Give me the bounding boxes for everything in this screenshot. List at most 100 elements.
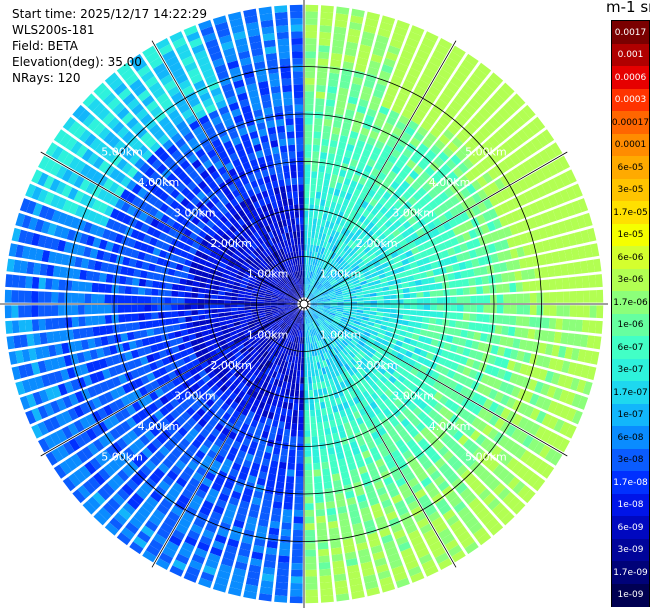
gate-cell — [374, 319, 382, 325]
gate-cell — [393, 256, 401, 263]
gate-cell — [120, 407, 131, 420]
gate-cell — [305, 31, 317, 39]
gate-cell — [317, 388, 323, 396]
gate-cell — [407, 345, 416, 353]
gate-cell — [253, 376, 261, 385]
gate-cell — [422, 182, 432, 193]
gate-cell — [382, 316, 390, 322]
gate-cell — [372, 146, 382, 156]
gate-cell — [503, 249, 512, 261]
gate-cell — [546, 162, 559, 177]
gate-cell — [273, 494, 283, 503]
gate-cell — [284, 276, 290, 283]
gate-cell — [355, 379, 363, 388]
gate-cell — [276, 400, 283, 408]
gate-cell — [251, 293, 259, 297]
gate-cell — [19, 260, 28, 274]
gate-cell — [320, 198, 326, 207]
gate-cell — [327, 287, 334, 292]
gate-cell — [461, 321, 470, 330]
gate-cell — [391, 494, 403, 505]
gate-cell — [273, 221, 279, 230]
gate-cell — [151, 312, 159, 320]
gate-cell — [241, 191, 250, 201]
gate-cell — [131, 183, 143, 195]
gate-cell — [91, 304, 99, 315]
gate-cell — [237, 344, 245, 351]
gate-cell — [396, 314, 404, 320]
gate-cell — [357, 50, 370, 60]
gate-cell — [390, 418, 400, 428]
gate-cell — [332, 120, 342, 129]
gate-cell — [336, 309, 344, 313]
gate-cell — [62, 153, 75, 167]
gate-cell — [266, 479, 276, 488]
gate-cell — [202, 266, 211, 273]
gate-cell — [51, 278, 60, 290]
gate-cell — [529, 202, 540, 215]
gate-cell — [406, 159, 417, 170]
gate-cell — [290, 280, 295, 287]
gate-cell — [379, 393, 389, 402]
gate-cell — [550, 451, 563, 466]
gate-cell — [394, 143, 405, 153]
gate-cell — [462, 313, 470, 321]
gate-cell — [125, 521, 139, 535]
gate-cell — [365, 362, 373, 370]
gate-cell — [91, 410, 102, 423]
gate-cell — [413, 396, 423, 406]
gate-cell — [366, 278, 374, 284]
gate-cell — [79, 178, 91, 192]
gate-cell — [351, 252, 359, 260]
gate-cell — [381, 64, 394, 74]
gate-cell — [511, 133, 524, 147]
gate-cell — [309, 323, 313, 330]
gate-cell — [105, 218, 116, 230]
gate-cell — [228, 183, 237, 193]
gate-cell — [312, 342, 316, 350]
gate-cell — [408, 206, 418, 216]
gate-cell — [143, 346, 152, 355]
gate-cell — [383, 371, 392, 380]
gate-cell — [204, 304, 212, 309]
gate-cell — [435, 282, 443, 290]
gate-cell — [202, 413, 212, 423]
gate-cell — [350, 309, 357, 313]
gate-cell — [382, 350, 391, 358]
gate-cell — [278, 309, 285, 313]
gate-cell — [76, 352, 86, 364]
gate-cell — [37, 234, 47, 248]
gate-cell — [460, 187, 471, 199]
gate-cell — [401, 230, 410, 239]
gate-cell — [13, 259, 22, 273]
gate-cell — [380, 150, 390, 160]
gate-cell — [190, 523, 203, 535]
gate-cell — [251, 311, 259, 315]
gate-cell — [280, 528, 292, 537]
gate-cell — [340, 365, 348, 373]
gate-cell — [556, 305, 564, 317]
gate-cell — [250, 217, 258, 226]
gate-cell — [153, 187, 164, 198]
gate-cell — [330, 269, 337, 276]
gate-cell — [179, 323, 187, 330]
gate-cell — [179, 234, 189, 244]
gate-cell — [443, 297, 451, 304]
gate-cell — [275, 434, 283, 442]
gate-cell — [205, 319, 213, 325]
gate-cell — [384, 380, 393, 389]
gate-cell — [80, 163, 92, 177]
gate-cell — [251, 390, 259, 399]
gate-cell — [354, 363, 362, 371]
gate-cell — [184, 304, 192, 310]
gate-cell — [305, 277, 307, 285]
gate-cell — [311, 157, 319, 166]
gate-cell — [278, 308, 285, 311]
gate-cell — [336, 311, 343, 315]
gate-cell — [342, 122, 352, 131]
gate-cell — [550, 142, 563, 157]
gate-cell — [275, 481, 285, 490]
gate-cell — [360, 357, 368, 365]
gate-cell — [217, 295, 225, 300]
gate-cell — [274, 440, 282, 449]
